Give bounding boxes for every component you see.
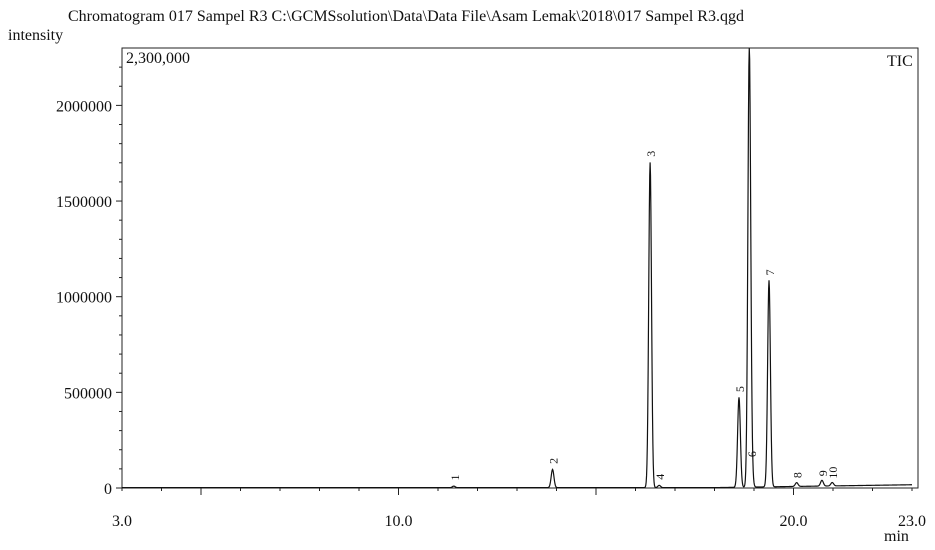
peak-label: 4 xyxy=(653,474,667,480)
tic-trace xyxy=(122,47,912,489)
x-axis-unit: min xyxy=(884,528,909,545)
x-tick-label: 10.0 xyxy=(385,513,413,530)
peak-label: 5 xyxy=(733,386,747,392)
peak-label: 9 xyxy=(816,470,830,476)
y-tick-label: 0 xyxy=(104,481,112,498)
peak-label: 7 xyxy=(763,269,777,275)
plot-frame xyxy=(121,47,919,489)
y-max-label: 2,300,000 xyxy=(126,50,190,67)
peak-label: 2 xyxy=(547,458,561,464)
chart-title: Chromatogram 017 Sampel R3 C:\GCMSsoluti… xyxy=(68,8,744,25)
y-tick-label: 1500000 xyxy=(56,194,112,211)
x-tick-label: 3.0 xyxy=(112,513,132,530)
peak-label: 3 xyxy=(644,151,658,157)
axis-ticks: 0 500000 1000000 1500000 2000000 3.0 10.0 20.0 2… xyxy=(56,66,926,530)
peak-label: 1 xyxy=(448,474,462,480)
y-tick-label: 2000000 xyxy=(56,98,112,115)
x-tick-label: 20.0 xyxy=(780,513,808,530)
peak-labels: 1 2 3 4 5 6 7 8 910 xyxy=(448,151,840,481)
peak-label: 8 xyxy=(791,472,805,478)
peak-label: 6 xyxy=(745,451,759,457)
y-axis-label: intensity xyxy=(8,27,64,44)
peak-label: 10 xyxy=(826,467,840,479)
y-tick-label: 1000000 xyxy=(56,290,112,307)
x-tick-label: 23.0 xyxy=(898,513,926,530)
y-tick-label: 500000 xyxy=(64,385,112,402)
trace-label: TIC xyxy=(887,53,913,70)
